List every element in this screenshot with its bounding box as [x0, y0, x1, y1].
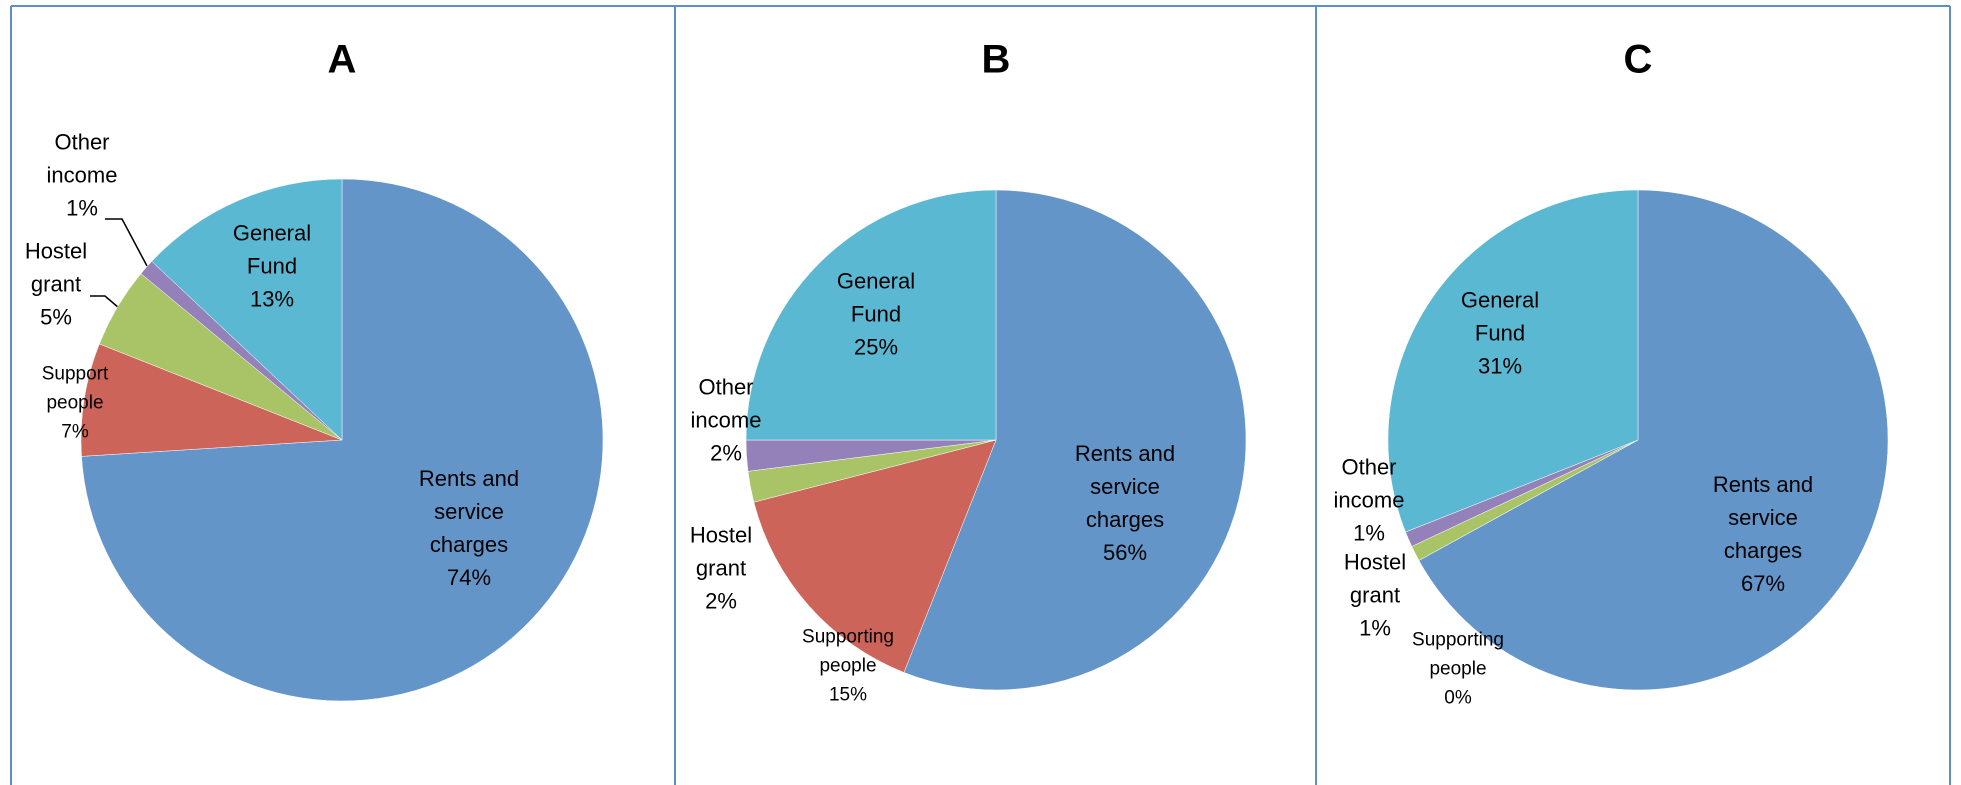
pie-slice: [1387, 189, 1639, 533]
slice-label: Rents and service charges 56%: [1069, 437, 1181, 569]
pie-slice: [753, 439, 997, 673]
slice-name: Rents and service charges: [1712, 472, 1814, 563]
pie-slice: [80, 343, 343, 457]
slice-name: Other income: [1333, 454, 1405, 513]
slice-label: Hostel grant 1%: [1319, 546, 1431, 645]
slice-label: Hostel grant 2%: [665, 519, 777, 618]
slice-name: Supporting people: [1412, 629, 1504, 680]
slice-value: 56%: [1102, 540, 1148, 565]
slice-label: Rents and service charges 67%: [1707, 468, 1819, 600]
slice-value: 31%: [1477, 353, 1523, 379]
pie-slice: [745, 189, 997, 441]
slice-label: General Fund 31%: [1444, 284, 1556, 383]
slice-value: 5%: [40, 304, 72, 330]
slice-value: 1%: [1359, 615, 1391, 641]
slice-label: Support people 7%: [19, 360, 131, 447]
slice-value: 25%: [853, 334, 899, 360]
slice-name: Hostel grant: [1343, 549, 1407, 608]
slice-label: Other income 1%: [1313, 451, 1425, 550]
slice-name: General Fund: [836, 268, 916, 327]
slice-value: 2%: [705, 588, 737, 614]
slice-value: 1%: [66, 195, 98, 221]
slice-value: 7%: [61, 421, 89, 443]
slice-name: General Fund: [1460, 287, 1540, 346]
pie-slice: [903, 189, 1247, 691]
slice-value: 67%: [1740, 571, 1786, 596]
slice-name: Rents and service charges: [1074, 441, 1176, 532]
slice-name: Hostel grant: [24, 238, 88, 297]
slice-name: Rents and service charges: [418, 466, 520, 557]
slice-label: General Fund 13%: [216, 217, 328, 316]
chart-title: A: [328, 38, 357, 82]
chart-title: B: [982, 38, 1011, 82]
panel-borders: [10, 5, 1951, 785]
slice-label: Other income 1%: [26, 126, 138, 225]
slice-value: 13%: [249, 286, 295, 312]
slice-label: Hostel grant 5%: [0, 235, 112, 334]
leader-lines: [90, 218, 148, 309]
slice-name: Other income: [46, 129, 118, 188]
leader-line: [105, 218, 148, 267]
slice-name: Supporting people: [802, 626, 894, 677]
slice-name: Support people: [41, 363, 109, 414]
slice-label: Other income 2%: [670, 371, 782, 470]
slice-name: Other income: [690, 374, 762, 433]
slice-name: General Fund: [232, 220, 312, 279]
slice-value: 0%: [1444, 687, 1472, 709]
slice-value: 2%: [710, 440, 742, 466]
slice-name: Hostel grant: [689, 522, 753, 581]
slice-value: 1%: [1353, 520, 1385, 546]
slice-value: 15%: [828, 684, 868, 706]
pie-slice: [151, 178, 343, 441]
slice-value: 74%: [446, 565, 492, 590]
slice-label: Supporting people 0%: [1402, 626, 1514, 713]
slice-label: Rents and service charges 74%: [413, 462, 525, 594]
slice-label: General Fund 25%: [820, 265, 932, 364]
leader-line: [90, 295, 120, 309]
pie-slice: [1418, 189, 1889, 691]
chart-title: C: [1624, 38, 1653, 82]
slice-label: Supporting people 15%: [792, 623, 904, 710]
